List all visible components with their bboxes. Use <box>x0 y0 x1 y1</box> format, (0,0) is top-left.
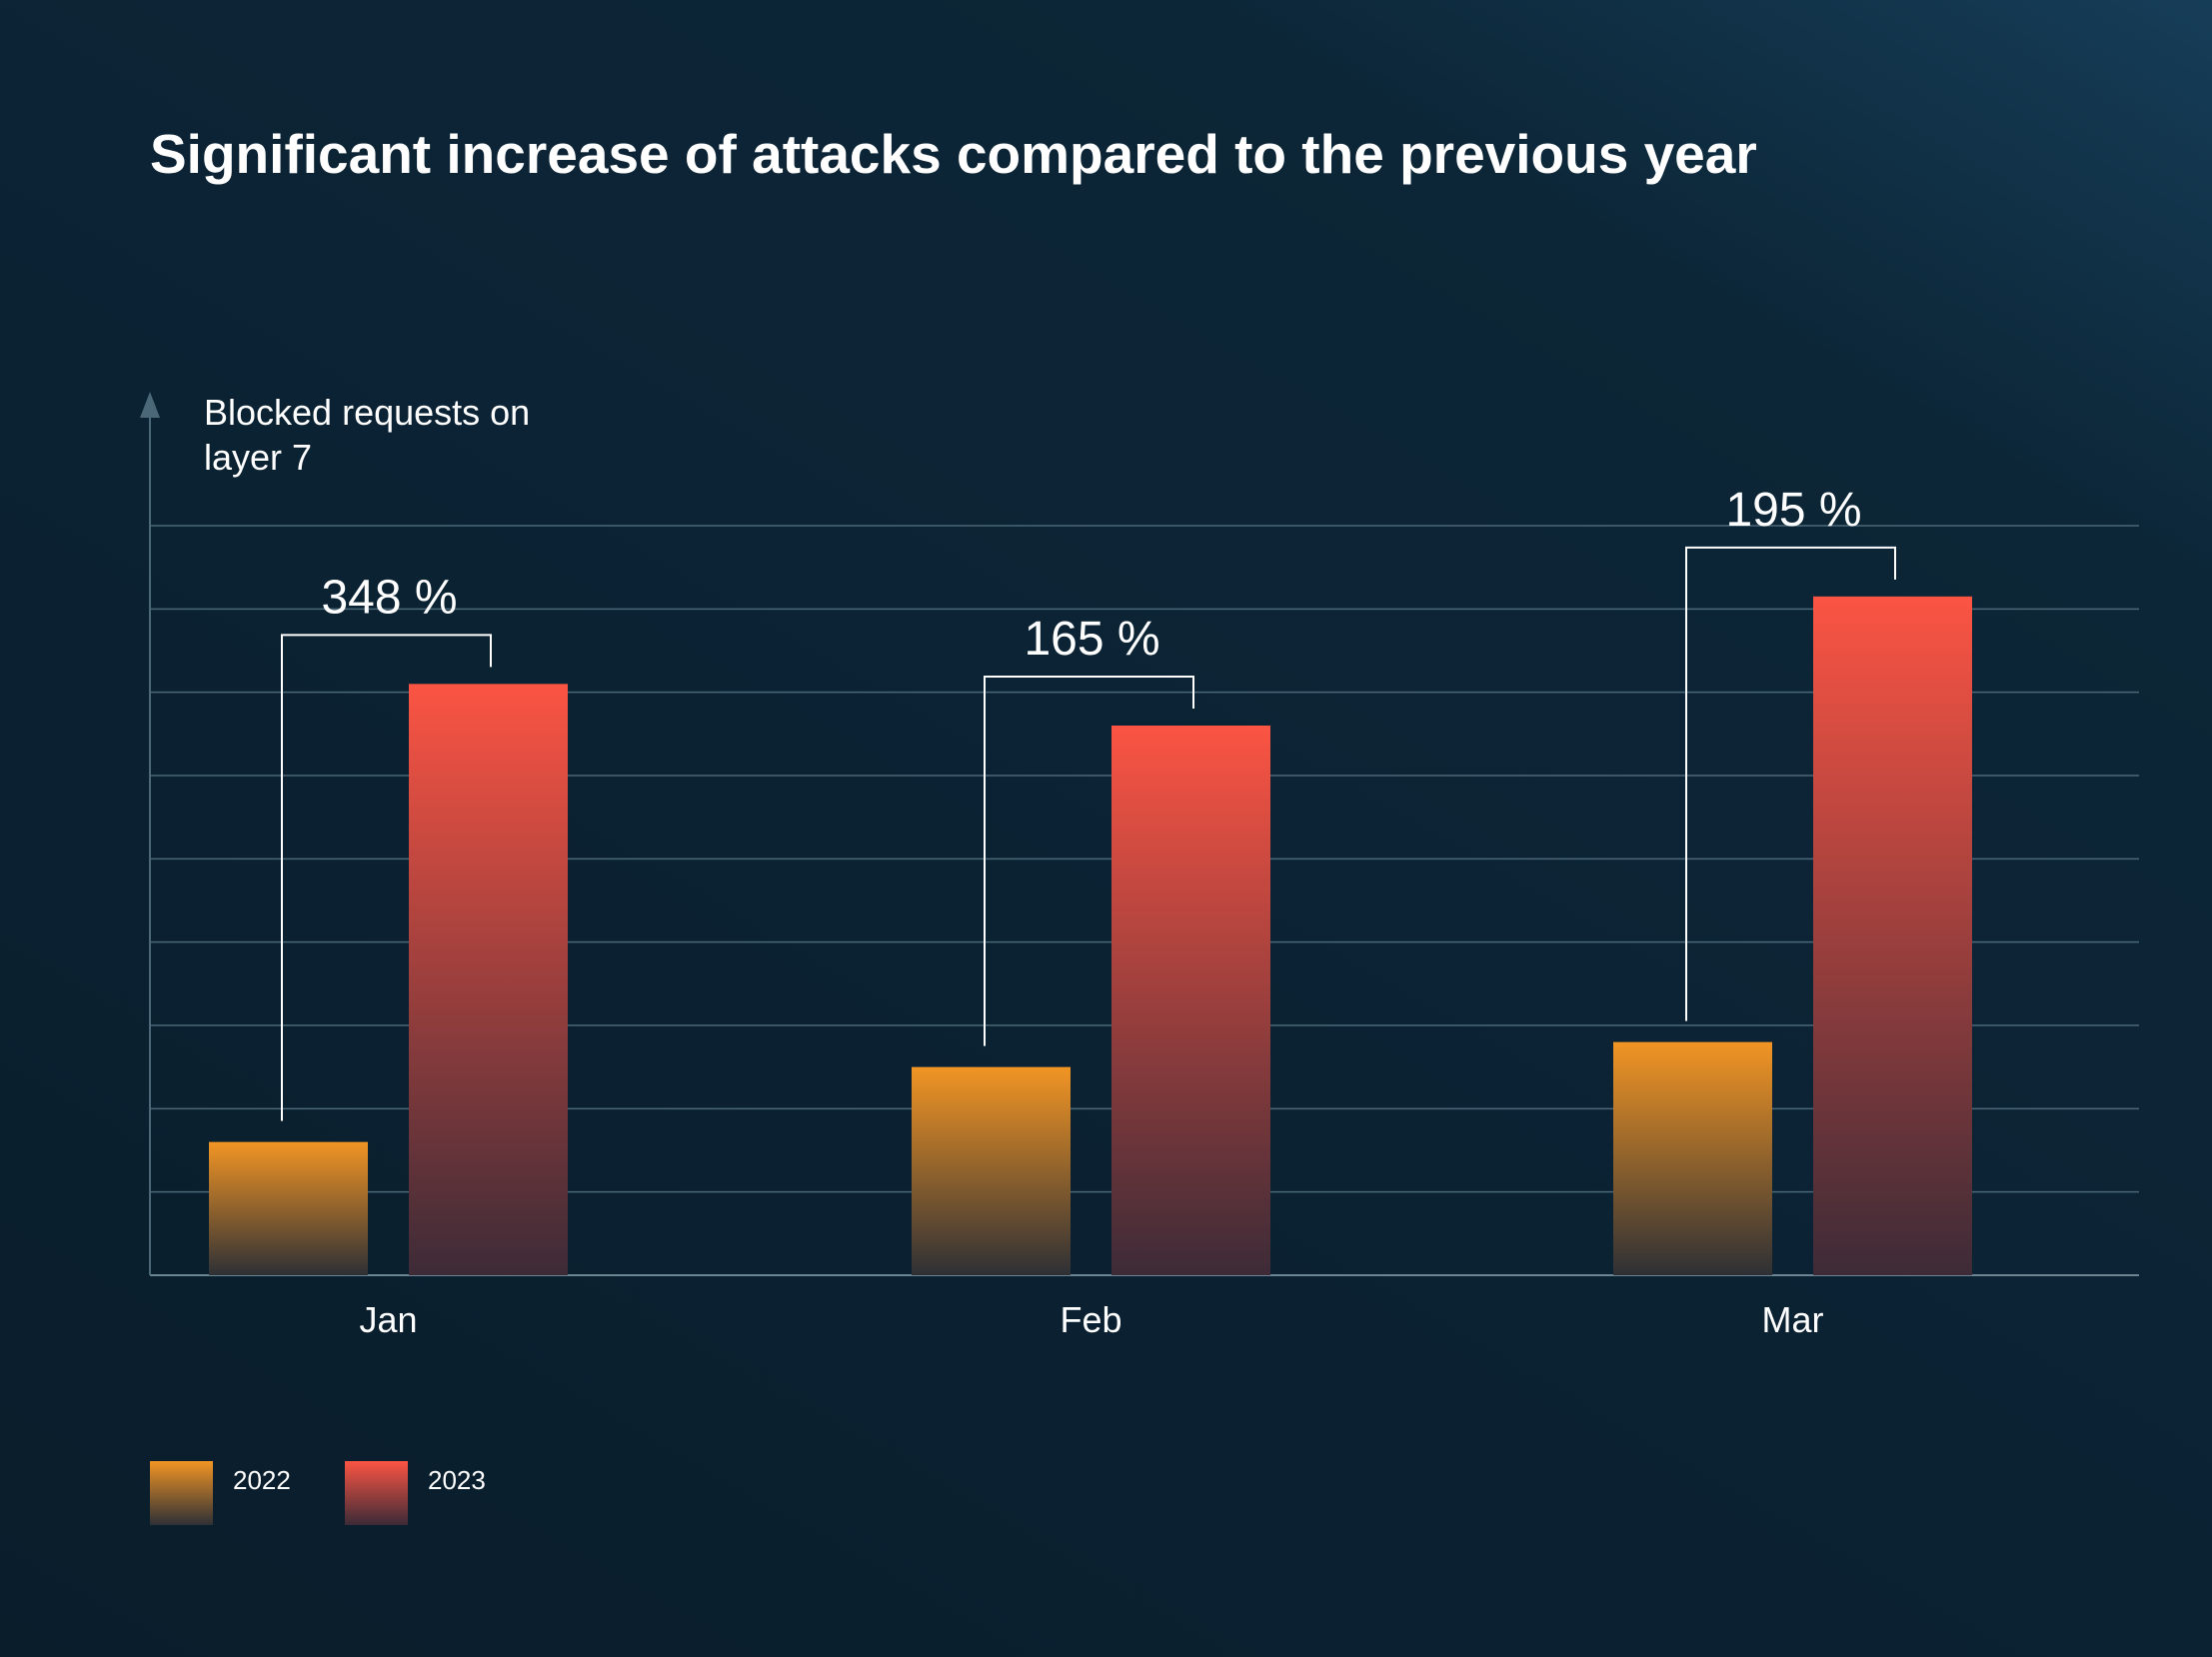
x-tick-label-jan: Jan <box>359 1299 417 1340</box>
increase-label-jan: 348 % <box>321 571 457 624</box>
increase-label-feb: 165 % <box>1024 613 1159 666</box>
bar-2022-feb <box>912 1066 1071 1275</box>
legend-label-2022: 2022 <box>233 1465 291 1495</box>
x-tick-label-mar: Mar <box>1762 1299 1824 1340</box>
y-axis-arrow-icon <box>140 392 160 418</box>
increase-label-mar: 195 % <box>1725 484 1861 537</box>
y-axis-label-line-1: Blocked requests on <box>204 392 531 433</box>
bar-2023-mar <box>1813 596 1972 1275</box>
bar-2022-mar <box>1613 1041 1772 1275</box>
legend-label-2023: 2023 <box>428 1465 486 1495</box>
legend-swatch-2023 <box>345 1461 408 1525</box>
x-tick-label-feb: Feb <box>1060 1299 1121 1340</box>
increase-bracket-mar <box>1685 546 1896 1021</box>
bar-2023-jan <box>409 684 568 1275</box>
legend-swatch-2022 <box>150 1461 213 1525</box>
bar-2022-jan <box>209 1141 368 1275</box>
increase-bracket-feb <box>984 676 1194 1046</box>
bar-2023-feb <box>1111 726 1270 1275</box>
increase-bracket-jan <box>281 634 492 1121</box>
y-axis-label-line-2: layer 7 <box>204 437 313 478</box>
chart-title: Significant increase of attacks compared… <box>150 123 1757 185</box>
